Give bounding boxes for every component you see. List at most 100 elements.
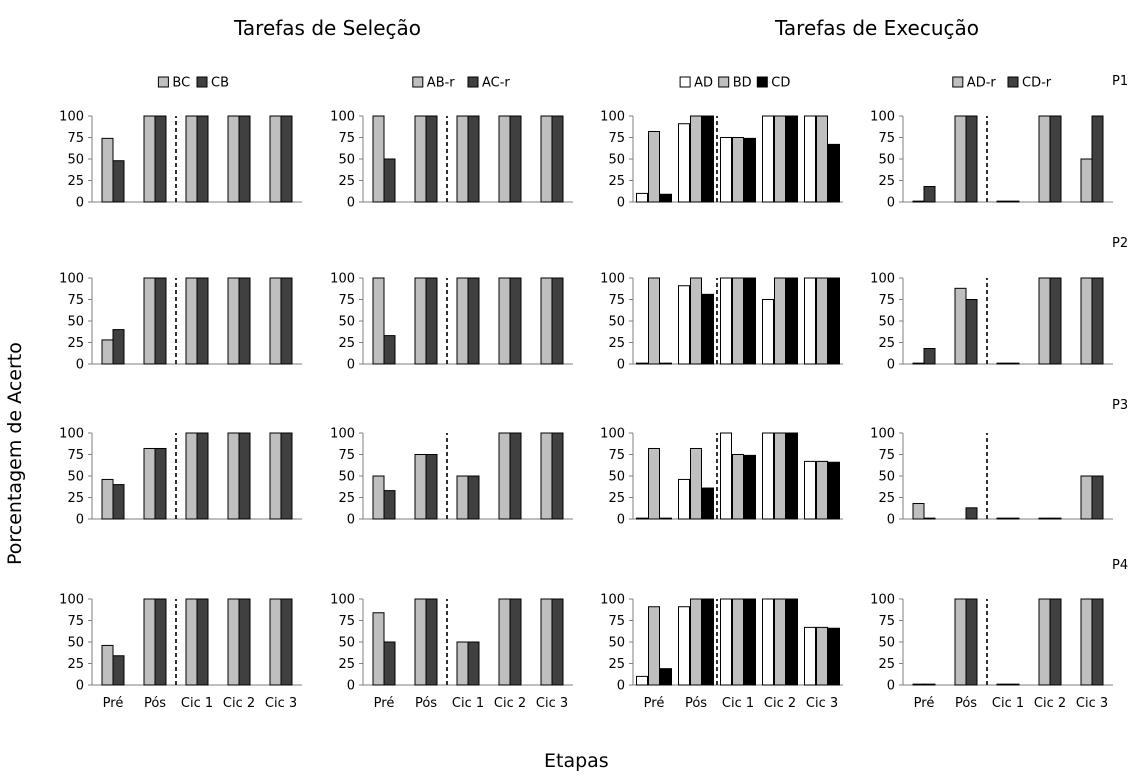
y-tick-label: 75: [878, 131, 895, 146]
bar: [154, 447, 167, 520]
y-tick-label: 0: [347, 196, 355, 211]
bar: [112, 160, 125, 203]
y-tick-label: 0: [347, 679, 355, 694]
y-tick-label: 0: [887, 358, 895, 373]
bar: [912, 362, 925, 365]
bar: [720, 598, 732, 686]
bar: [720, 277, 732, 365]
y-tick-label: 0: [617, 358, 625, 373]
y-tick-label: 100: [600, 593, 625, 608]
bar: [456, 277, 469, 365]
bar: [774, 115, 786, 203]
bar: [678, 606, 690, 686]
bar: [467, 475, 480, 520]
bar: [227, 115, 240, 203]
bar: [269, 598, 282, 686]
legend-swatch: [1007, 76, 1019, 88]
legend-label: AD: [694, 76, 713, 91]
participant-label-p1: P1: [1112, 74, 1129, 89]
bar: [414, 115, 427, 203]
x-axis-label: Etapas: [544, 750, 609, 772]
bar: [636, 675, 648, 686]
y-tick-label: 25: [878, 491, 895, 506]
y-tick-label: 75: [67, 614, 84, 629]
y-tick-label: 50: [878, 153, 895, 168]
x-tick-label: Cic 1: [452, 696, 484, 711]
bar: [372, 475, 385, 520]
bar: [498, 598, 511, 686]
chart-panel: 0 25 50 75 100: [600, 272, 843, 373]
y-tick-label: 0: [887, 196, 895, 211]
x-tick-label: Cic 2: [494, 696, 526, 711]
bar: [732, 277, 744, 365]
bar: [112, 484, 125, 520]
bar: [509, 115, 522, 203]
y-tick-label: 50: [878, 315, 895, 330]
bar: [467, 115, 480, 203]
y-tick-label: 75: [67, 448, 84, 463]
bar: [690, 277, 702, 365]
y-tick-label: 25: [608, 174, 625, 189]
bar: [1080, 277, 1093, 365]
chart-panel: 0 25 50 75 100: [59, 272, 302, 373]
bar: [112, 329, 125, 365]
bar: [816, 115, 828, 203]
bar: [648, 447, 660, 520]
y-tick-label: 100: [870, 427, 895, 442]
bar: [702, 598, 714, 686]
legend-label: BD: [733, 76, 752, 91]
bar: [660, 193, 672, 203]
bar: [804, 115, 816, 203]
bar: [702, 293, 714, 365]
y-tick-label: 75: [878, 448, 895, 463]
bar: [143, 277, 156, 365]
bar: [912, 503, 925, 520]
bar: [1049, 598, 1062, 686]
bar: [456, 475, 469, 520]
bar: [196, 598, 209, 686]
chart-panel: 0 25 50 75 100 AD-r CD-r: [870, 76, 1113, 211]
bar: [280, 432, 293, 520]
y-tick-label: 25: [338, 657, 355, 672]
bar: [509, 432, 522, 520]
y-tick-label: 50: [608, 315, 625, 330]
y-tick-label: 25: [338, 336, 355, 351]
bar: [702, 115, 714, 203]
bar: [269, 432, 282, 520]
chart-panel: 0 25 50 75 100 Pré Pós Cic 1 Cic 2 Cic 3: [330, 593, 573, 711]
bar: [816, 277, 828, 365]
y-tick-label: 25: [878, 657, 895, 672]
chart-panel: 0 25 50 75 100 Pré Pós Cic 1 Cic 2 Cic 3: [600, 593, 843, 711]
bar: [744, 598, 756, 686]
legend-label: CD-r: [1022, 76, 1052, 91]
bar: [154, 598, 167, 686]
legend-label: CD: [771, 76, 790, 91]
legend-label: CB: [211, 76, 229, 91]
bar: [774, 598, 786, 686]
bar: [101, 644, 114, 686]
x-tick-label: Pré: [914, 696, 935, 711]
legend-swatch: [467, 76, 479, 88]
bar: [185, 115, 198, 203]
chart-panel: 0 25 50 75 100 AB-r AC-r: [330, 76, 573, 211]
y-tick-label: 75: [338, 293, 355, 308]
bar: [965, 115, 978, 203]
x-tick-label: Pré: [103, 696, 124, 711]
bar: [828, 143, 840, 203]
bar: [280, 277, 293, 365]
y-tick-label: 25: [878, 336, 895, 351]
bar: [540, 277, 553, 365]
x-tick-label: Cic 1: [992, 696, 1024, 711]
bar: [467, 277, 480, 365]
bar: [923, 683, 936, 686]
legend-swatch: [679, 76, 691, 88]
y-tick-label: 50: [338, 470, 355, 485]
bar: [540, 598, 553, 686]
y-tick-label: 50: [878, 470, 895, 485]
chart-panel: 0 25 50 75 100: [600, 427, 843, 528]
y-tick-label: 0: [617, 196, 625, 211]
bar: [551, 598, 564, 686]
chart-panel: 0 25 50 75 100: [870, 427, 1113, 528]
bar: [786, 598, 798, 686]
bar: [1007, 683, 1020, 686]
